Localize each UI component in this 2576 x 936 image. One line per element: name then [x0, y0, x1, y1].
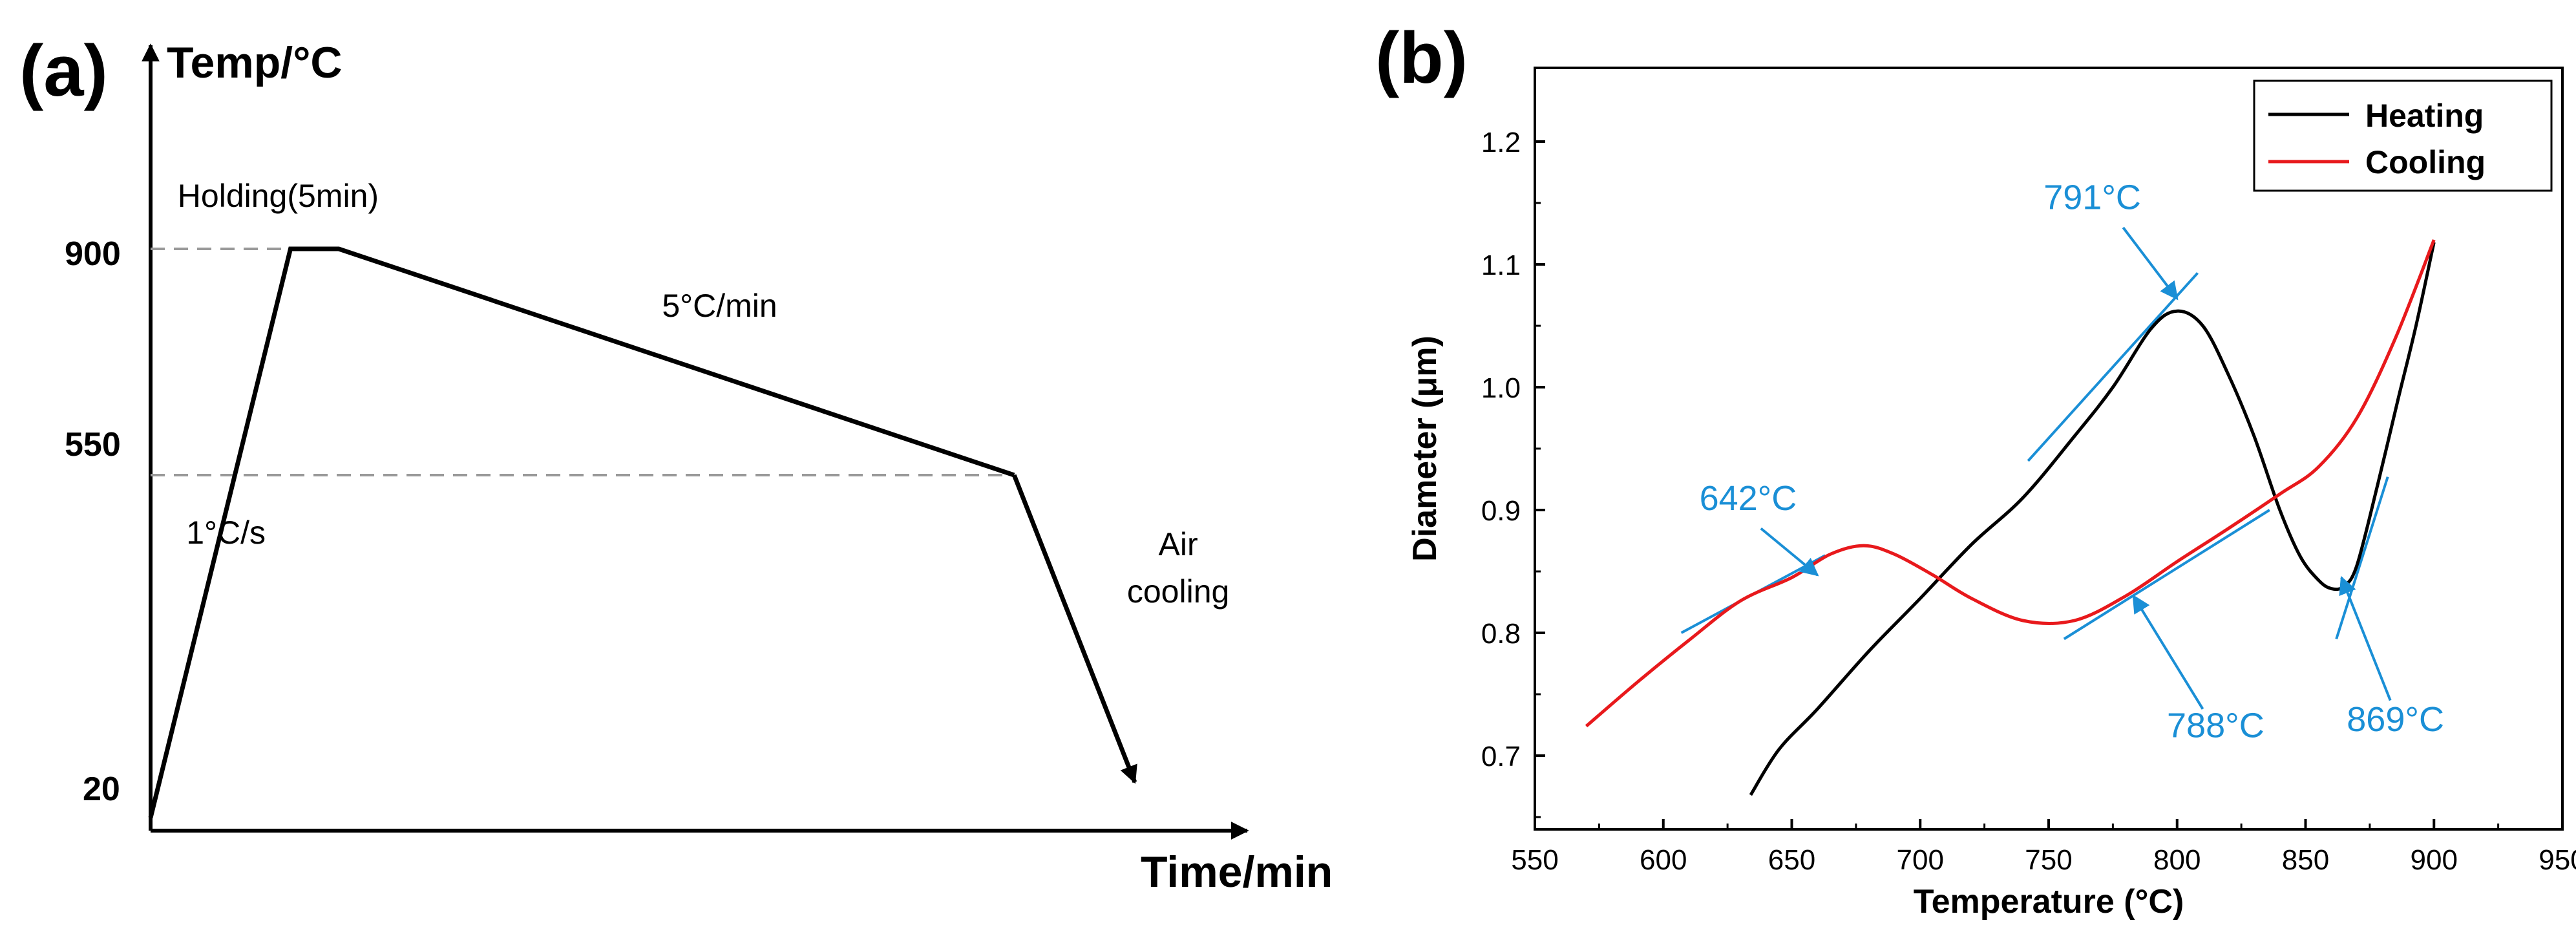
y-tick-label: 1.0	[1481, 372, 1521, 404]
annotation-arrow-0	[1760, 527, 1819, 577]
x-tick-label: 650	[1768, 844, 1815, 876]
y-tick-label: 0.7	[1481, 741, 1521, 772]
panel-b-tangent-lines	[1680, 271, 2389, 641]
panel-b-annotations: 642°C 791°C 788°C 869°C	[1700, 178, 2444, 745]
series-heating-line	[1749, 242, 2436, 796]
panel-b-y-axis-label: Diameter (μm)	[1406, 335, 1444, 562]
y-tick-label: 0.9	[1481, 495, 1521, 527]
x-tick-label: 950	[2539, 844, 2576, 876]
annotation-label-0: 642°C	[1700, 479, 1797, 518]
y-tick-label: 0.8	[1481, 618, 1521, 650]
x-tick-label: 750	[2025, 844, 2072, 876]
tangent-line-1	[2027, 271, 2199, 462]
panel-a-annotations: Holding(5min) 5°C/min 1°C/s Air cooling	[178, 178, 1230, 610]
series-cooling-line	[1585, 239, 2436, 728]
panel-a-annotation-4: cooling	[1127, 573, 1229, 610]
annotation-label-1: 791°C	[2043, 178, 2141, 217]
panel-b-label: (b)	[1375, 17, 1468, 98]
legend-label-heating: Heating	[2365, 98, 2484, 134]
panel-b-x-ticks: 550 600 650 700 750 800 850 900 950	[1511, 819, 2576, 876]
panel-a-y-axis-label: Temp/°C	[167, 38, 343, 87]
x-tick-label: 600	[1640, 844, 1687, 876]
panel-a-annotation-0: Holding(5min)	[178, 178, 379, 214]
panel-a-x-axis-label: Time/min	[1141, 847, 1333, 897]
panel-b-legend: Heating Cooling	[2253, 80, 2553, 192]
tangent-line-3	[2335, 476, 2389, 640]
panel-b-y-ticks: 0.7 0.8 0.9 1.0 1.1 1.2	[1481, 127, 1545, 818]
x-tick-label: 850	[2282, 844, 2329, 876]
panel-a-ytick-20: 20	[83, 771, 120, 808]
legend-box	[2253, 80, 2553, 192]
y-tick-label: 1.2	[1481, 127, 1521, 158]
panel-a-ytick-550: 550	[65, 426, 121, 463]
y-tick-label: 1.1	[1481, 250, 1521, 281]
panel-a-annotation-2: 1°C/s	[186, 515, 266, 551]
panel-a-guide-lines	[151, 248, 1015, 476]
x-tick-label: 550	[1511, 844, 1558, 876]
annotation-arrow-1	[2122, 226, 2179, 301]
panel-a-annotation-1: 5°C/min	[662, 288, 777, 324]
annotation-label-2: 788°C	[2167, 707, 2265, 745]
tangent-line-2	[2063, 509, 2270, 641]
annotation-label-3: 869°C	[2347, 700, 2444, 739]
panel-a: (a) Temp/°C Time/min 900 550 20 Holding(…	[19, 30, 1333, 897]
annotation-arrow-3	[2339, 575, 2392, 701]
legend-label-cooling: Cooling	[2365, 144, 2486, 180]
panel-b-series	[1585, 239, 2436, 796]
annotation-arrow-2	[2132, 594, 2204, 710]
panel-a-air-cooling-arrow	[1012, 474, 1137, 784]
panel-a-annotation-3: Air	[1159, 526, 1198, 562]
panel-b-x-axis-label: Temperature (°C)	[1914, 883, 2184, 920]
x-tick-label: 900	[2411, 844, 2458, 876]
x-tick-label: 800	[2153, 844, 2201, 876]
panel-a-label: (a)	[19, 30, 108, 111]
x-tick-label: 700	[1897, 844, 1944, 876]
panel-a-ytick-900: 900	[65, 235, 121, 273]
panel-a-temperature-profile	[148, 246, 1015, 818]
